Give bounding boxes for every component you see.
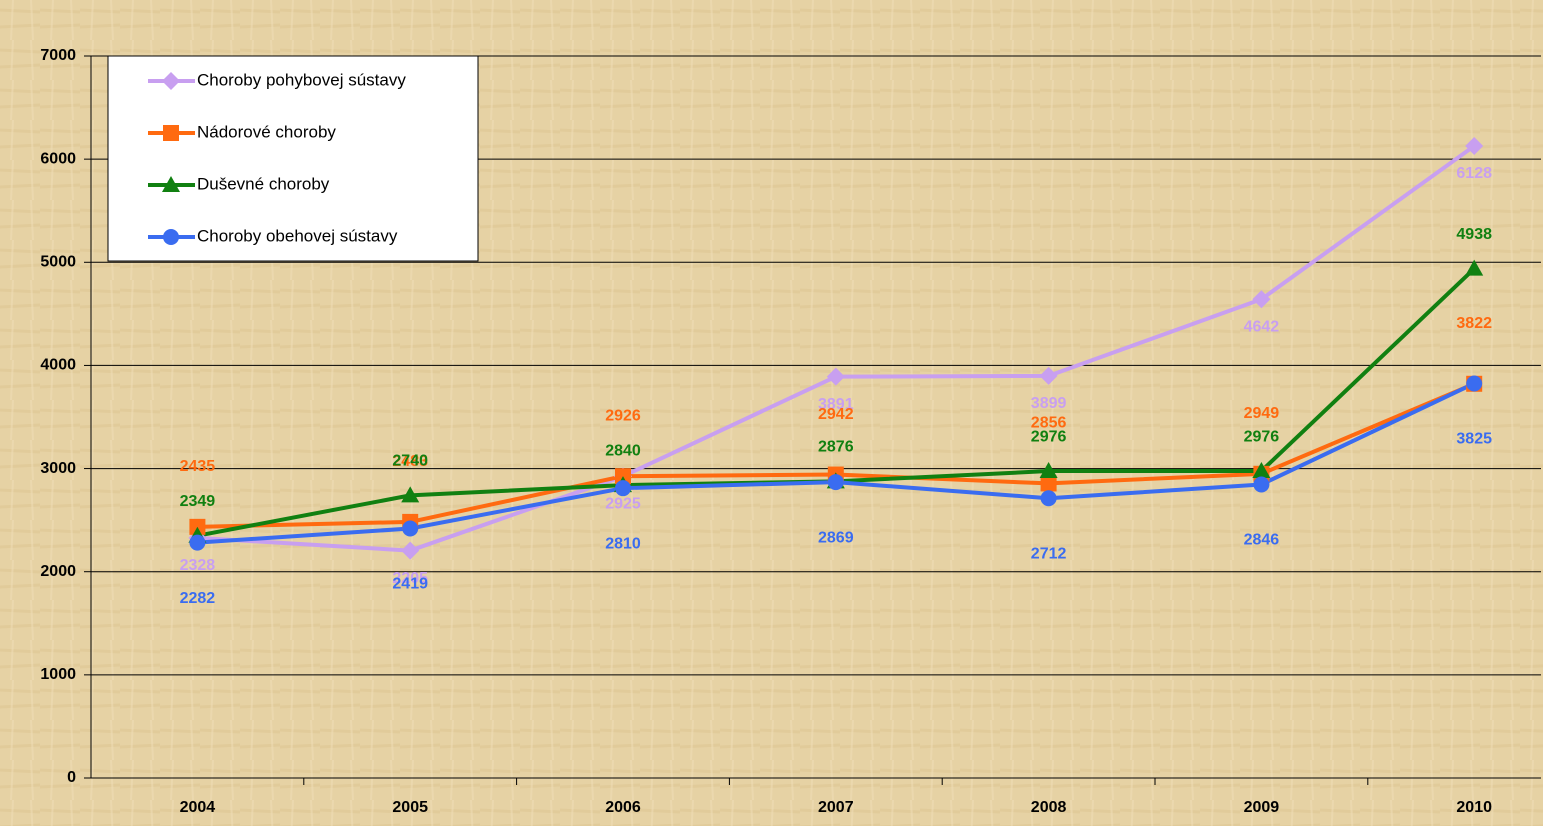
- marker: [189, 534, 206, 551]
- data-label: 3891: [818, 396, 854, 413]
- data-label: 2810: [605, 535, 641, 552]
- y-tick-label: 3000: [40, 460, 76, 477]
- data-label: 2419: [392, 576, 428, 593]
- y-tick-label: 4000: [40, 357, 76, 374]
- data-label: 6128: [1456, 165, 1492, 182]
- y-tick-label: 7000: [40, 47, 76, 64]
- marker: [162, 176, 180, 192]
- y-tick-label: 0: [67, 769, 76, 786]
- marker: [163, 125, 179, 141]
- x-tick-label: 2009: [1244, 799, 1280, 816]
- marker: [1465, 136, 1484, 155]
- legend: Choroby pohybovej sústavy Nádorové chorob…: [107, 55, 479, 262]
- data-label: 4938: [1456, 226, 1492, 243]
- legend-label: Choroby obehovej sústavy: [197, 226, 398, 245]
- marker: [402, 520, 419, 537]
- x-tick-label: 2008: [1031, 799, 1067, 816]
- data-label: 4642: [1244, 318, 1280, 335]
- y-tick-label: 6000: [40, 150, 76, 167]
- data-label: 2949: [1244, 405, 1280, 422]
- marker: [163, 229, 179, 245]
- marker: [401, 486, 420, 503]
- data-label: 2925: [605, 496, 641, 513]
- data-label: 3899: [1031, 395, 1067, 412]
- data-label: 2869: [818, 529, 854, 546]
- data-label: 2349: [180, 493, 216, 510]
- data-label: 2840: [605, 442, 641, 459]
- data-label: 2876: [818, 439, 854, 456]
- marker: [827, 474, 844, 491]
- data-label: 2712: [1031, 545, 1067, 562]
- x-tick-label: 2005: [392, 799, 428, 816]
- legend-label: Duševné choroby: [197, 174, 330, 193]
- data-label: 2205: [392, 570, 428, 587]
- y-tick-label: 2000: [40, 563, 76, 580]
- y-tick-label: 1000: [40, 666, 76, 683]
- data-label: 2976: [1244, 428, 1280, 445]
- marker: [401, 541, 420, 560]
- data-label: 2976: [1031, 428, 1067, 445]
- data-label: 2926: [605, 407, 641, 424]
- x-tick-label: 2010: [1456, 799, 1492, 816]
- legend-label: Choroby pohybovej sústavy: [197, 70, 406, 89]
- marker: [1039, 366, 1058, 385]
- data-label: 2282: [180, 590, 216, 607]
- marker: [1039, 462, 1058, 479]
- marker: [826, 367, 845, 386]
- data-label: 2435: [180, 458, 216, 475]
- legend-label: Nádorové choroby: [197, 122, 336, 141]
- marker: [1253, 476, 1270, 493]
- legend-box: [107, 55, 479, 262]
- x-tick-label: 2007: [818, 799, 854, 816]
- data-label: 2328: [180, 557, 216, 574]
- data-label: 2846: [1244, 532, 1280, 549]
- y-tick-label: 5000: [40, 254, 76, 271]
- marker: [1040, 475, 1057, 492]
- data-label: 2740: [392, 453, 428, 470]
- data-label: 2483: [392, 453, 428, 470]
- marker: [1252, 462, 1271, 479]
- marker: [1040, 490, 1057, 507]
- x-tick-label: 2006: [605, 799, 641, 816]
- marker: [1252, 290, 1271, 309]
- data-label: 2942: [818, 406, 854, 423]
- marker: [162, 72, 180, 90]
- marker: [1465, 259, 1484, 276]
- data-label: 3825: [1456, 431, 1492, 448]
- data-label: 2856: [1031, 415, 1067, 432]
- marker: [615, 480, 631, 497]
- marker: [1466, 375, 1483, 392]
- x-tick-label: 2004: [180, 799, 216, 816]
- data-label: 3822: [1456, 315, 1492, 332]
